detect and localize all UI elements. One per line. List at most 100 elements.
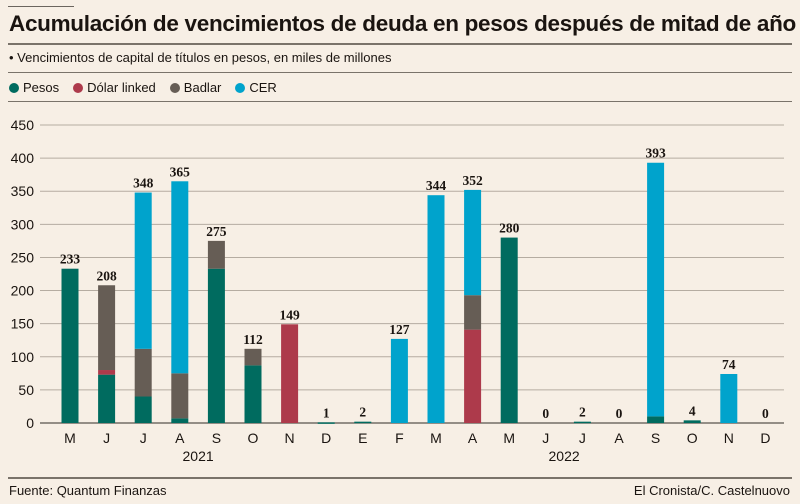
x-tick-label: O <box>248 430 259 446</box>
x-tick-label: D <box>760 430 770 446</box>
legend-item-badlar: Badlar <box>169 80 222 95</box>
legend-swatch-dolar-linked <box>73 82 84 93</box>
bar-total-label: 208 <box>96 268 117 283</box>
bar-segment-badlar <box>464 295 482 330</box>
bar-segment-cer <box>647 162 665 417</box>
y-tick-label: 50 <box>18 382 34 398</box>
legend-label: Pesos <box>23 80 60 95</box>
y-tick-label: 250 <box>11 249 35 265</box>
bar-segment-d-lar-linked <box>98 370 116 375</box>
legend-label: Badlar <box>183 80 222 95</box>
bar-segment-pesos <box>171 418 189 423</box>
bar-total-label: 275 <box>206 224 227 239</box>
bar-total-label: 0 <box>542 406 549 421</box>
legend-item-cer: CER <box>235 80 277 95</box>
bar-segment-badlar <box>171 373 189 419</box>
x-tick-label: J <box>542 430 549 446</box>
legend-item-pesos: Pesos <box>9 80 59 95</box>
bar-total-label: 348 <box>133 176 154 191</box>
chart-subtitle: • Vencimientos de capital de títulos en … <box>9 50 392 65</box>
bar-total-label: 127 <box>389 322 410 337</box>
bar-total-label: 74 <box>722 357 736 372</box>
bar-segment-pesos <box>573 421 591 424</box>
x-tick-label: A <box>175 430 185 446</box>
x-tick-label: M <box>64 430 76 446</box>
y-tick-label: 0 <box>26 415 34 431</box>
bar-total-label: 352 <box>462 173 483 188</box>
bar-segment-badlar <box>134 348 152 397</box>
legend-item-dolar-linked: Dólar linked <box>73 80 156 95</box>
bar-segment-pesos <box>61 268 79 423</box>
bar-total-label: 344 <box>426 178 447 193</box>
bar-segment-pesos <box>244 365 262 423</box>
x-tick-label: M <box>430 430 442 446</box>
bar-total-label: 112 <box>243 332 263 347</box>
legend-label: Dólar linked <box>87 80 156 95</box>
legend: Pesos Dólar linked Badlar CER <box>9 80 277 95</box>
bar-segment-pesos <box>207 268 225 423</box>
x-tick-label: J <box>579 430 586 446</box>
bar-segment-cer <box>464 189 482 296</box>
bar-segment-cer <box>720 373 738 423</box>
y-tick-label: 300 <box>11 216 35 232</box>
x-tick-label: A <box>468 430 478 446</box>
bar-segment-cer <box>390 338 408 423</box>
y-tick-label: 150 <box>11 316 35 332</box>
x-tick-label: N <box>285 430 295 446</box>
credit-note: El Cronista/C. Castelnuovo <box>633 483 790 498</box>
bar-total-label: 0 <box>616 406 623 421</box>
x-tick-label: J <box>103 430 110 446</box>
bar-segment-cer <box>134 192 152 349</box>
top-accent-line <box>8 6 74 7</box>
y-tick-label: 350 <box>11 183 35 199</box>
x-tick-label: A <box>614 430 624 446</box>
y-tick-label: 100 <box>11 349 35 365</box>
x-tick-label: M <box>503 430 515 446</box>
legend-swatch-cer <box>235 82 246 93</box>
bar-total-label: 1 <box>323 405 330 420</box>
bar-total-label: 0 <box>762 406 769 421</box>
bar-segment-pesos <box>317 422 335 424</box>
x-tick-label: N <box>724 430 734 446</box>
bar-segment-cer <box>427 195 445 423</box>
bar-segment-d-lar-linked <box>281 324 299 423</box>
bar-segment-d-lar-linked <box>464 329 482 423</box>
bar-total-label: 2 <box>359 405 366 420</box>
bar-segment-pesos <box>134 396 152 423</box>
y-tick-label: 400 <box>11 150 35 166</box>
bar-segment-badlar <box>244 348 262 366</box>
legend-swatch-pesos <box>9 82 19 93</box>
x-tick-label: E <box>358 430 367 446</box>
x-tick-label: O <box>687 430 698 446</box>
x-tick-label: S <box>651 430 660 446</box>
footer-divider <box>8 477 792 479</box>
y-tick-label: 200 <box>11 283 35 299</box>
bar-segment-cer <box>171 181 189 374</box>
bar-segment-pesos <box>500 237 518 423</box>
bar-total-label: 149 <box>279 307 300 322</box>
legend-divider <box>8 101 792 102</box>
bar-segment-pesos <box>647 416 665 423</box>
bar-segment-badlar <box>207 240 225 269</box>
bar-segment-pesos <box>98 374 116 423</box>
x-tick-label: F <box>395 430 404 446</box>
source-note: Fuente: Quantum Finanzas <box>9 483 167 498</box>
year-label: 2022 <box>549 448 580 464</box>
x-tick-label: D <box>321 430 331 446</box>
y-tick-label: 450 <box>11 117 35 133</box>
bar-total-label: 393 <box>645 146 666 161</box>
bar-total-label: 365 <box>170 164 191 179</box>
legend-label: CER <box>249 80 277 95</box>
title-divider <box>8 43 792 45</box>
legend-swatch-badlar <box>169 82 180 93</box>
subtitle-divider <box>8 72 792 73</box>
x-tick-label: S <box>212 430 221 446</box>
bar-segment-pesos <box>683 420 701 423</box>
bar-total-label: 2 <box>579 405 586 420</box>
chart-title: Acumulación de vencimientos de deuda en … <box>9 11 797 36</box>
bar-total-label: 4 <box>689 403 696 418</box>
year-label: 2021 <box>183 448 214 464</box>
bar-total-label: 233 <box>60 252 81 267</box>
x-tick-label: J <box>140 430 147 446</box>
